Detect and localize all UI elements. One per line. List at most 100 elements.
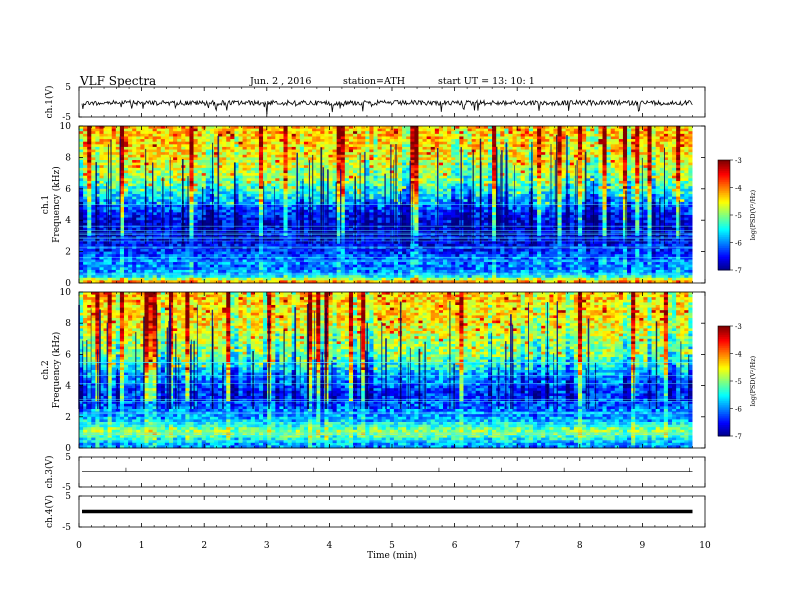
spectrogram-cell bbox=[79, 199, 84, 203]
spectrogram-cell bbox=[238, 165, 243, 169]
spectrogram-cell bbox=[651, 157, 657, 161]
spectrogram-cell bbox=[197, 183, 203, 187]
spectrogram-cell bbox=[606, 199, 612, 203]
spectrogram-cell bbox=[361, 149, 366, 153]
spectrogram-cell bbox=[483, 165, 489, 169]
spectrogram-cell bbox=[132, 126, 137, 130]
spectrogram-cell bbox=[299, 131, 305, 135]
spectrogram-cell bbox=[308, 173, 313, 177]
spectrogram-cell bbox=[430, 186, 436, 190]
spectrogram-cell bbox=[250, 126, 256, 130]
spectrogram-cell bbox=[381, 201, 387, 205]
spectrogram-cell bbox=[132, 188, 137, 192]
spectrogram-cell bbox=[631, 144, 636, 148]
spectrogram-cell bbox=[610, 146, 616, 150]
spectrogram-cell bbox=[340, 201, 346, 205]
spectrogram-cell bbox=[614, 170, 620, 174]
spectrogram-cell bbox=[173, 204, 178, 208]
spectrogram-cell bbox=[361, 167, 366, 171]
spectrogram-cell bbox=[279, 152, 284, 156]
spectrogram-cell bbox=[528, 165, 534, 169]
spectrogram-cell bbox=[316, 186, 321, 190]
spectrogram-cell bbox=[308, 152, 313, 156]
spectrogram-cell bbox=[312, 183, 317, 187]
spectrogram-cell bbox=[111, 204, 117, 208]
spectrogram-cell bbox=[177, 152, 182, 156]
spectrogram-cell bbox=[520, 173, 526, 177]
spectrogram-cell bbox=[83, 146, 88, 150]
spectrogram-cell bbox=[577, 139, 583, 143]
spectrogram-cell bbox=[250, 136, 256, 140]
spectrogram-cell bbox=[475, 154, 481, 158]
spectrogram-cell bbox=[205, 154, 211, 158]
spectrogram-cell bbox=[287, 131, 293, 135]
spectrogram-cell bbox=[189, 152, 194, 156]
spectrogram-cell bbox=[140, 183, 145, 187]
spectrogram-cell bbox=[598, 160, 603, 164]
spectrogram-cell bbox=[520, 146, 526, 150]
spectrogram-cell bbox=[496, 126, 501, 130]
spectrogram-cell bbox=[438, 188, 444, 192]
spectrogram-cell bbox=[680, 157, 685, 161]
spectrogram-cell bbox=[263, 160, 268, 164]
spectrogram-cell bbox=[680, 191, 685, 195]
spectrogram-cell bbox=[537, 141, 542, 145]
spectrogram-cell bbox=[254, 149, 260, 153]
spectrogram-cell bbox=[651, 196, 657, 200]
spectrogram-cell bbox=[267, 183, 272, 187]
spectrogram-cell bbox=[475, 139, 481, 143]
spectrogram-cell bbox=[438, 162, 444, 166]
spectrogram-cell bbox=[471, 201, 477, 205]
spectrogram-cell bbox=[299, 194, 305, 198]
spectrogram-cell bbox=[402, 207, 407, 211]
spectrogram-cell bbox=[508, 188, 513, 192]
spectrogram-cell bbox=[541, 157, 546, 161]
spectrogram-cell bbox=[316, 160, 321, 164]
spectrogram-cell bbox=[373, 188, 378, 192]
spectrogram-cell bbox=[443, 191, 448, 195]
spectrogram-cell bbox=[295, 136, 301, 140]
spectrogram-cell bbox=[565, 149, 571, 153]
spectrogram-cell bbox=[308, 131, 313, 135]
spectrogram-cell bbox=[655, 157, 661, 161]
spectrogram-cell bbox=[414, 146, 419, 150]
spectrogram-cell bbox=[635, 167, 640, 171]
spectrogram-cell bbox=[156, 207, 162, 211]
spectrogram-cell bbox=[667, 162, 673, 166]
spectrogram-cell bbox=[111, 133, 117, 137]
spectrogram-cell bbox=[348, 128, 354, 132]
spectrogram-cell bbox=[213, 204, 219, 208]
spectrogram-cell bbox=[148, 139, 154, 143]
spectrogram-cell bbox=[561, 131, 567, 135]
spectrogram-cell bbox=[487, 186, 493, 190]
spectrogram-cell bbox=[234, 204, 239, 208]
spectrogram-cell bbox=[275, 136, 280, 140]
spectrogram-cell bbox=[426, 146, 432, 150]
spectrogram-cell bbox=[635, 157, 640, 161]
spectrogram-cell bbox=[414, 170, 419, 174]
spectrogram-cell bbox=[573, 165, 579, 169]
spectrogram-cell bbox=[577, 152, 583, 156]
spectrogram-cell bbox=[467, 154, 473, 158]
spectrogram-cell bbox=[447, 136, 452, 140]
spectrogram-cell bbox=[659, 167, 665, 171]
spectrogram-cell bbox=[487, 144, 493, 148]
spectrogram-cell bbox=[160, 141, 166, 145]
spectrogram-cell bbox=[222, 139, 227, 143]
spectrogram-cell bbox=[275, 126, 280, 130]
spectrogram-cell bbox=[639, 199, 644, 203]
spectrogram-cell bbox=[250, 201, 256, 205]
spectrogram-cell bbox=[443, 126, 448, 130]
spectrogram-cell bbox=[414, 136, 419, 140]
spectrogram-cell bbox=[275, 173, 280, 177]
spectrogram-cell bbox=[561, 196, 567, 200]
spectrogram-cell bbox=[209, 136, 215, 140]
spectrogram-cell bbox=[537, 191, 542, 195]
spectrogram-cell bbox=[443, 128, 448, 132]
spectrogram-cell bbox=[455, 175, 460, 179]
spectrogram-cell bbox=[140, 196, 145, 200]
spectrogram-cell bbox=[385, 183, 391, 187]
spectrogram-cell bbox=[128, 162, 133, 166]
spectrogram-cell bbox=[598, 141, 603, 145]
spectrogram-cell bbox=[614, 141, 620, 145]
